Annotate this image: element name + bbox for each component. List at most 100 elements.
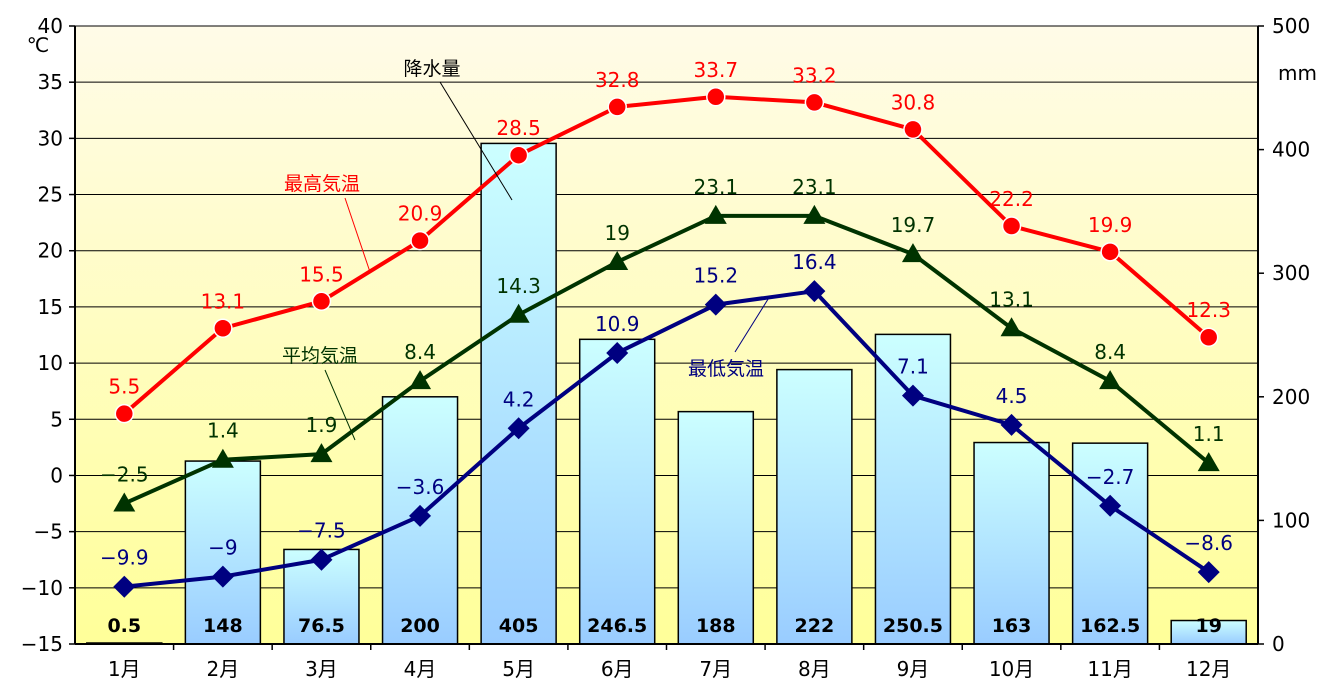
right-tick-label: 100	[1272, 508, 1310, 532]
series-point-label: 4.2	[503, 387, 535, 411]
bar-series	[86, 142, 1247, 645]
series-point	[607, 97, 627, 117]
x-tick-label: 3月	[305, 657, 338, 681]
series-point-label: −3.6	[396, 475, 445, 499]
series-point-label: 19.9	[1088, 213, 1133, 237]
x-tick-label: 8月	[798, 657, 831, 681]
precip-bar-label: 246.5	[587, 615, 647, 637]
series-point	[508, 145, 529, 165]
right-tick-label: 500	[1272, 14, 1310, 38]
series-point	[704, 293, 727, 316]
precip-bar	[677, 410, 755, 645]
series-point-label: 8.4	[404, 340, 436, 364]
x-tick-label: 4月	[404, 657, 437, 681]
left-tick-label: 30	[38, 126, 63, 150]
precip-bar-label: 188	[696, 615, 736, 637]
series-point-label: 15.5	[299, 262, 344, 286]
left-tick-label: 10	[38, 351, 63, 375]
series-point	[706, 87, 726, 107]
series-point-label: 20.9	[398, 202, 443, 226]
series-point-label: 1.9	[306, 413, 338, 437]
left-tick-label: 15	[38, 295, 63, 319]
series-point-label: 10.9	[595, 312, 640, 336]
right-tick-label: 400	[1272, 138, 1310, 162]
series-point	[507, 417, 530, 440]
x-tick-label: 6月	[601, 657, 634, 681]
series-line	[122, 94, 1211, 416]
precip-bar	[184, 460, 262, 645]
series-point-label: −8.6	[1184, 531, 1233, 555]
precip-bar-label: 405	[499, 615, 539, 637]
precip-bar	[874, 333, 952, 645]
precip-bar-label: 250.5	[883, 615, 943, 637]
annotation-leader	[734, 295, 771, 353]
series-point	[903, 119, 923, 140]
series-annotation: 最高気温	[284, 173, 360, 195]
annotation-leader	[439, 81, 513, 201]
series-point-label: 13.1	[201, 289, 246, 313]
series-point-label: 1.4	[207, 419, 239, 443]
left-tick-label: −15	[21, 632, 63, 656]
series-point	[113, 492, 136, 512]
annotation-leader	[344, 197, 371, 273]
series-point-label: 32.8	[595, 68, 640, 92]
series-line	[124, 289, 1210, 589]
series-point	[1099, 370, 1122, 390]
series-point-label: 23.1	[694, 175, 739, 199]
line-series	[113, 87, 1220, 598]
series-point	[409, 370, 432, 390]
series-point	[1197, 561, 1220, 584]
precip-bar-label: 162.5	[1080, 615, 1140, 637]
precip-bar-label: 163	[992, 615, 1032, 637]
series-point-label: 22.2	[989, 187, 1034, 211]
series-point-label: 23.1	[792, 175, 837, 199]
series-point-label: 1.1	[1193, 422, 1225, 446]
right-tick-label: 0	[1272, 632, 1285, 656]
series-point	[1000, 413, 1023, 436]
series-point	[113, 575, 136, 598]
x-tick-label: 9月	[897, 657, 930, 681]
series-point	[1000, 317, 1023, 337]
series-point	[1100, 242, 1120, 262]
series-point	[803, 280, 826, 303]
annotation-leader	[324, 369, 356, 441]
series-point-label: 28.5	[496, 116, 541, 140]
data-labels: 0.5 148 76.5 200 405 246.5 188 222 250.5 163 162.5…	[100, 58, 1233, 637]
left-tick-label: 0	[50, 463, 63, 487]
left-tick-label: 40	[38, 14, 63, 38]
precip-bar	[480, 142, 557, 645]
precip-bar	[776, 368, 853, 645]
precip-bar	[578, 338, 656, 645]
series-point	[1197, 452, 1220, 472]
series-point	[901, 243, 924, 263]
series-point-label: 19.7	[891, 213, 936, 237]
left-tick-label: −10	[21, 576, 63, 600]
series-point	[704, 204, 727, 224]
axes: −15 −10 −5 0 5 10 15 20 25 30 35 40℃ 0 100 200 300 400 50…	[21, 14, 1317, 681]
series-line	[123, 213, 1210, 506]
series-point	[606, 341, 629, 364]
series-point	[311, 291, 332, 312]
series-point-label: 5.5	[108, 375, 140, 399]
x-tick-label: 12月	[1186, 657, 1231, 681]
series-annotation: 平均気温	[282, 345, 358, 367]
series-annotation: 最低気温	[688, 358, 764, 380]
series-point-label: −9.9	[100, 546, 149, 570]
series-point	[1198, 327, 1219, 347]
series-point-label: 4.5	[996, 384, 1028, 408]
left-tick-label: −5	[34, 520, 63, 544]
left-tick-label: 20	[38, 239, 63, 263]
left-tick-label: 25	[38, 183, 63, 207]
series-point	[803, 204, 826, 224]
precip-bar-label: 19	[1195, 615, 1221, 637]
series-point-label: 33.7	[694, 58, 739, 82]
series-point-label: 12.3	[1186, 298, 1231, 322]
series-point-label: 30.8	[891, 90, 936, 114]
x-tick-label: 7月	[699, 657, 732, 681]
series-point-label: 16.4	[792, 250, 837, 274]
precip-bar-label: 200	[400, 615, 440, 637]
x-tick-label: 5月	[502, 657, 535, 681]
series-point	[1099, 494, 1122, 517]
series-point	[1001, 216, 1022, 236]
